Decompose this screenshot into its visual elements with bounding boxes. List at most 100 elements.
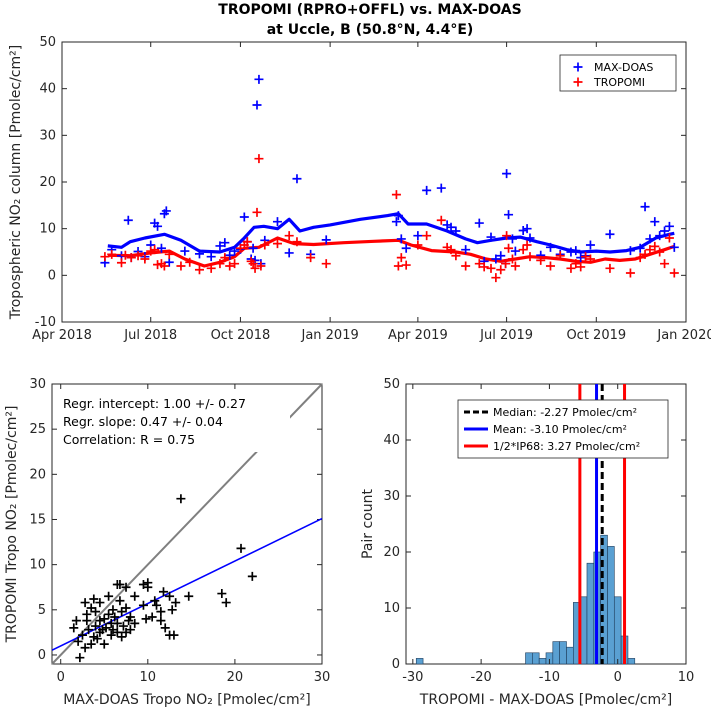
ts-point-max-doas [518, 226, 528, 236]
ts-point-tropomi [669, 268, 679, 278]
ts-point-max-doas [486, 232, 496, 242]
ts-point-tropomi [502, 231, 512, 241]
ts-point-tropomi [446, 245, 456, 255]
ts-x-tick-label: Jan 2019 [300, 328, 358, 343]
ts-point-tropomi [321, 259, 331, 269]
ts-point-tropomi [260, 240, 270, 250]
ts-point-max-doas [239, 212, 249, 222]
ts-y-axis-label: Tropospheric NO₂ column [Pmolec/cm²] [8, 45, 24, 320]
sc-y-tick-label: 0 [38, 648, 46, 663]
hi-legend-label: Median: -2.27 Pmolec/cm² [493, 406, 637, 419]
sc-point [125, 625, 135, 635]
sc-regression-line [51, 517, 323, 651]
sc-point [91, 621, 101, 631]
hi-y-tick-label: 0 [392, 657, 400, 672]
ts-point-max-doas [571, 246, 581, 256]
sc-stats-line: Correlation: R = 0.75 [63, 432, 195, 447]
ts-point-max-doas [507, 234, 517, 244]
sc-point [221, 598, 231, 608]
ts-x-tick-label: Jul 2018 [123, 328, 177, 343]
sc-point [99, 639, 109, 649]
ts-point-tropomi [507, 254, 517, 264]
ts-x-tick-label: Jan 2020 [656, 328, 711, 343]
ts-point-max-doas [220, 238, 230, 248]
sc-y-tick-label: 5 [38, 603, 46, 618]
ts-point-max-doas [436, 183, 446, 193]
sc-point [236, 543, 246, 553]
ts-point-tropomi [146, 246, 156, 256]
sc-x-tick-label: 30 [314, 670, 331, 685]
ts-point-max-doas [566, 247, 576, 257]
sc-stats-box [58, 390, 290, 452]
ts-point-tropomi [436, 215, 446, 225]
ts-point-tropomi [100, 252, 110, 262]
ts-point-tropomi [461, 261, 471, 271]
sc-point [117, 632, 127, 642]
ts-point-max-doas [669, 242, 679, 252]
ts-point-max-doas [272, 217, 282, 227]
ts-point-max-doas [321, 235, 331, 245]
ts-point-tropomi [496, 265, 506, 275]
ts-point-tropomi [252, 207, 262, 217]
sc-point [95, 598, 105, 608]
ts-point-tropomi [486, 263, 496, 273]
sc-point [69, 623, 79, 633]
sc-x-tick-label: 20 [227, 670, 244, 685]
ts-point-tropomi [225, 261, 235, 271]
ts-point-tropomi [242, 237, 252, 247]
ts-point-tropomi [501, 259, 511, 269]
sc-point [80, 598, 90, 608]
ts-point-max-doas [123, 215, 133, 225]
ts-y-tick-label: -10 [35, 315, 56, 330]
hi-y-tick-label: 40 [383, 433, 400, 448]
ts-point-tropomi [107, 249, 117, 259]
ts-point-max-doas [396, 234, 406, 244]
sc-point [121, 582, 131, 592]
hi-x-tick-label: -20 [471, 670, 492, 685]
ts-y-tick-label: 0 [48, 268, 56, 283]
ts-point-max-doas [284, 248, 294, 258]
ts-point-max-doas [413, 231, 423, 241]
ts-point-tropomi [605, 263, 615, 273]
hi-y-tick-label: 10 [383, 601, 400, 616]
ts-point-max-doas [446, 222, 456, 232]
ts-point-tropomi [284, 231, 294, 241]
sc-point [156, 607, 166, 617]
ts-point-tropomi [140, 254, 150, 264]
ts-point-max-doas [605, 229, 615, 239]
ts-y-tick-label: 20 [39, 175, 56, 190]
sc-point [138, 600, 148, 610]
ts-point-tropomi [391, 190, 401, 200]
sc-point [86, 639, 96, 649]
sc-point [158, 587, 168, 597]
ts-point-tropomi [220, 253, 230, 263]
sc-point [112, 618, 122, 628]
ts-point-max-doas [230, 246, 240, 256]
ts-point-tropomi [650, 241, 660, 251]
ts-point-max-doas [585, 240, 595, 250]
ts-point-tropomi [576, 262, 586, 272]
hi-legend-label: Mean: -3.10 Pmolec/cm² [493, 423, 627, 436]
ts-x-tick-label: Oct 2018 [211, 328, 271, 343]
ts-legend-marker [573, 62, 583, 72]
sc-point [147, 612, 157, 622]
figure-title-line1: TROPOMI (RPRO+OFFL) vs. MAX-DOAS [218, 2, 521, 18]
sc-x-tick-label: 0 [57, 670, 65, 685]
ts-point-max-doas [491, 254, 501, 264]
ts-point-max-doas [451, 226, 461, 236]
hi-x-tick-label: -10 [539, 670, 560, 685]
sc-point [184, 591, 194, 601]
ts-point-tropomi [510, 261, 520, 271]
ts-point-max-doas [625, 246, 635, 256]
sc-point [150, 596, 160, 606]
sc-point [152, 600, 162, 610]
ts-point-tropomi [150, 245, 160, 255]
ts-point-max-doas [225, 250, 235, 260]
scatter-panel: 0 5 10 15 20 25 30 0 10 20 30 MAX-DOAS Tropo NO₂ [P… [4, 377, 330, 708]
hi-bar [552, 641, 560, 665]
ts-point-tropomi [585, 254, 595, 264]
hi-legend-label: 1/2*IP68: 3.27 Pmolec/cm² [493, 440, 640, 453]
ts-y-tick-label: 30 [39, 128, 56, 143]
sc-point [112, 627, 122, 637]
hi-x-tick-label: 0 [614, 670, 622, 685]
